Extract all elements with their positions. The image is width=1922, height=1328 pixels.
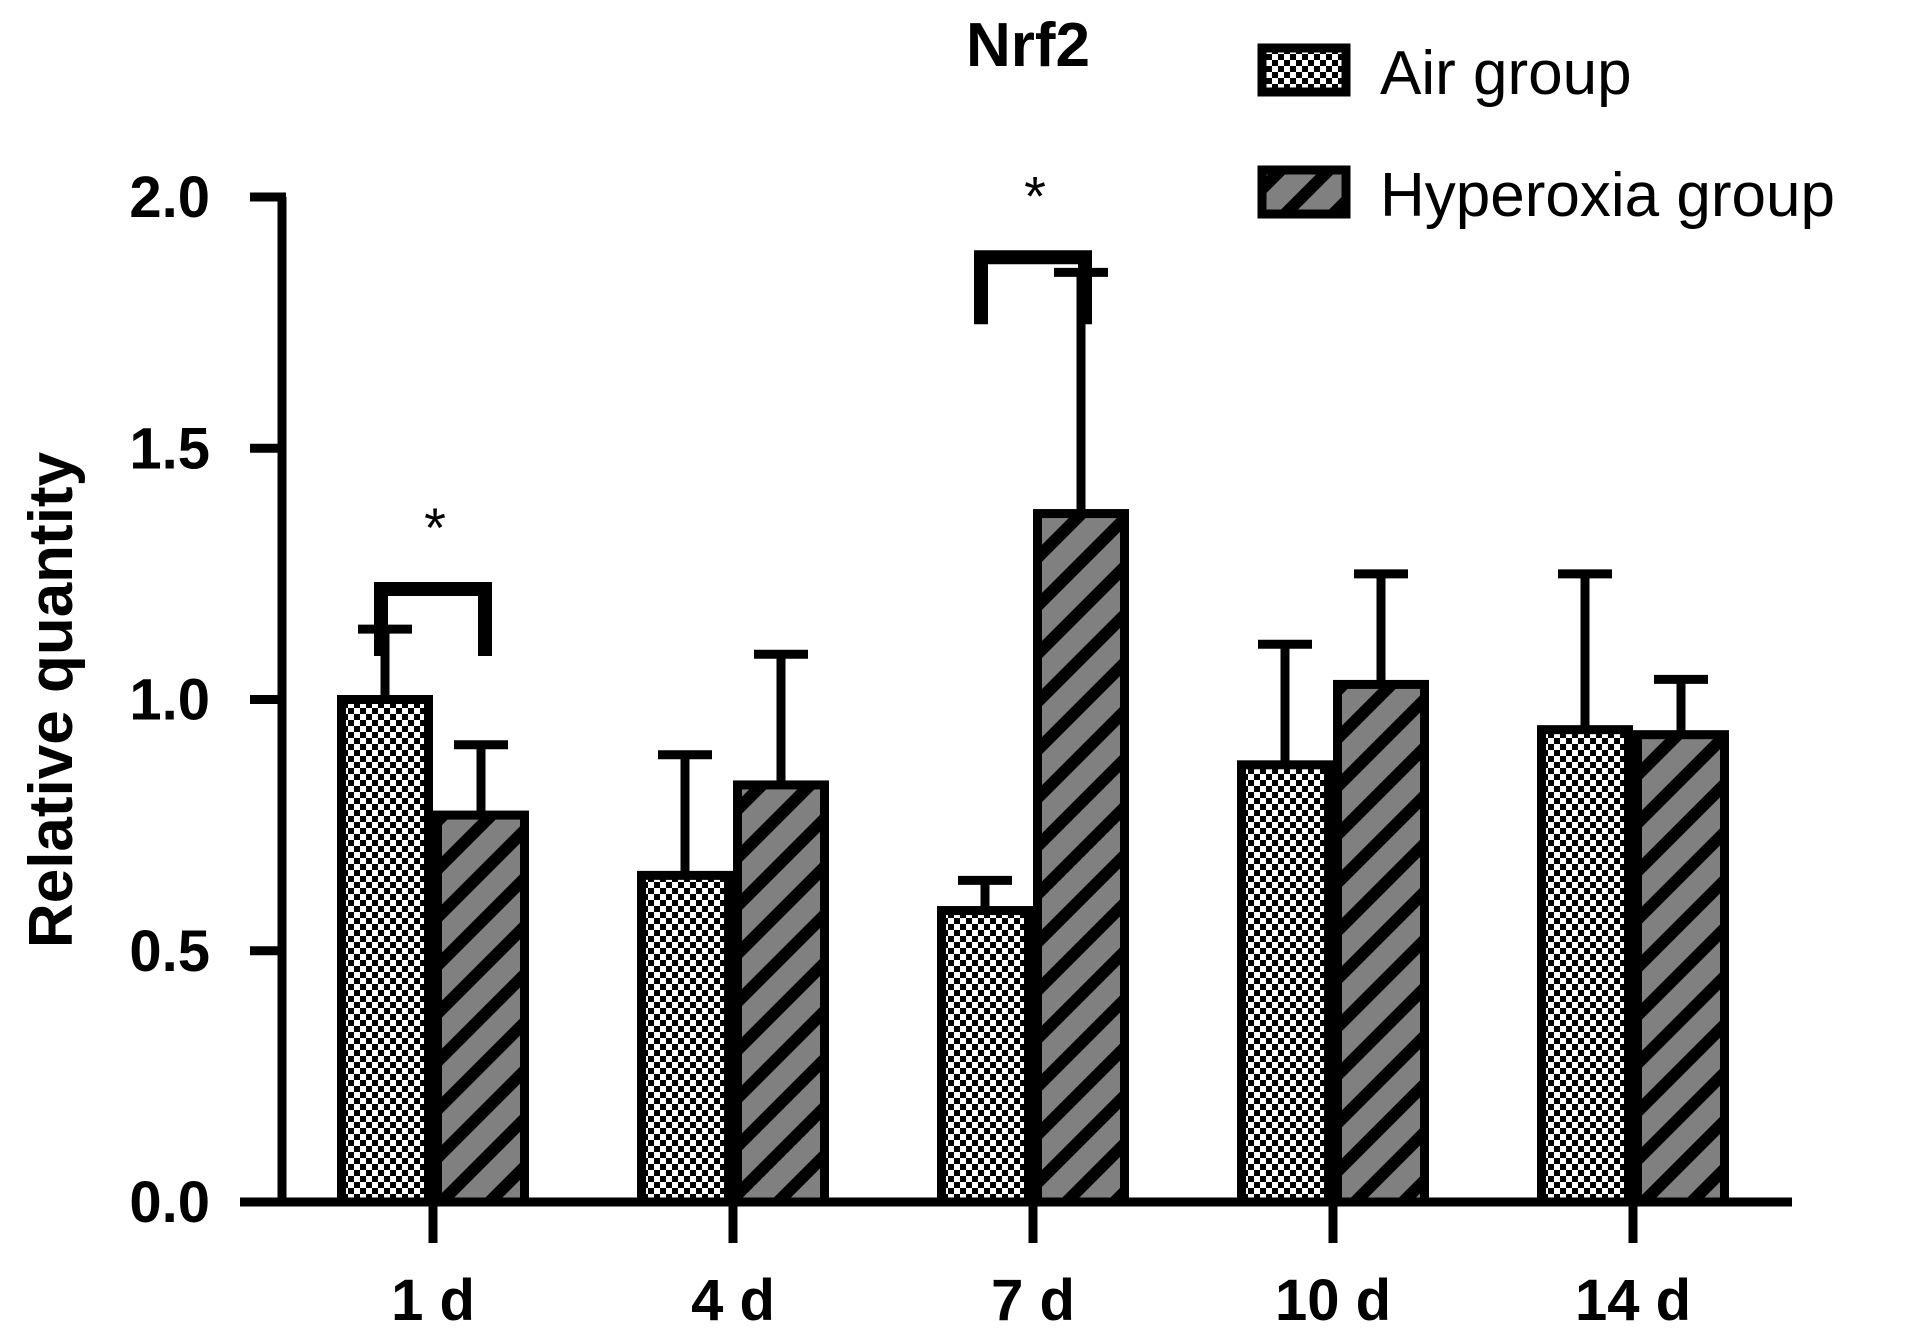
x-tick-label: 1 d	[391, 1268, 475, 1328]
legend-swatch-hyperoxia	[1257, 165, 1351, 219]
bar-air	[1237, 760, 1333, 1207]
bar-air	[1537, 725, 1633, 1207]
bar-hyperoxia	[733, 780, 829, 1207]
bars	[337, 267, 1729, 1207]
legend-label-hyperoxia: Hyperoxia group	[1380, 161, 1835, 230]
significance-bracket	[374, 581, 492, 656]
x-tick-label: 7 d	[991, 1268, 1075, 1328]
y-tick-label: 0.5	[129, 919, 210, 984]
chart-title: Nrf2	[966, 11, 1090, 80]
x-tick-label: 4 d	[691, 1268, 775, 1328]
significance-star: *	[424, 496, 446, 559]
y-tick-label: 1.5	[129, 416, 210, 481]
legend-item-air: Air group	[1257, 39, 1632, 108]
significance-star: *	[1024, 164, 1046, 227]
y-axis: 0.0 0.5 1.0 1.5 2.0 Relative quantity	[17, 165, 287, 1235]
legend-swatch-air	[1257, 43, 1351, 97]
y-tick-label: 1.0	[129, 668, 210, 733]
significance-markers: **	[374, 164, 1092, 656]
legend-item-hyperoxia: Hyperoxia group	[1257, 161, 1835, 230]
x-tick-label: 14 d	[1575, 1268, 1691, 1328]
bar-air	[937, 906, 1033, 1207]
legend-label-air: Air group	[1380, 39, 1632, 108]
x-tick-label: 10 d	[1275, 1268, 1391, 1328]
bar-air	[337, 695, 433, 1207]
y-axis-title: Relative quantity	[17, 451, 86, 948]
bar-hyperoxia	[1333, 679, 1429, 1207]
bar-hyperoxia	[1633, 730, 1729, 1207]
y-tick-label: 0.0	[129, 1170, 210, 1235]
bar-hyperoxia	[433, 810, 529, 1207]
y-tick-label: 2.0	[129, 165, 210, 230]
bar-air	[637, 870, 733, 1207]
x-axis: 1 d 4 d 7 d 10 d 14 d	[240, 1197, 1792, 1328]
significance-bracket	[974, 250, 1092, 325]
legend: Air group Hyperoxia group	[1257, 39, 1835, 230]
bar-hyperoxia	[1033, 509, 1129, 1207]
